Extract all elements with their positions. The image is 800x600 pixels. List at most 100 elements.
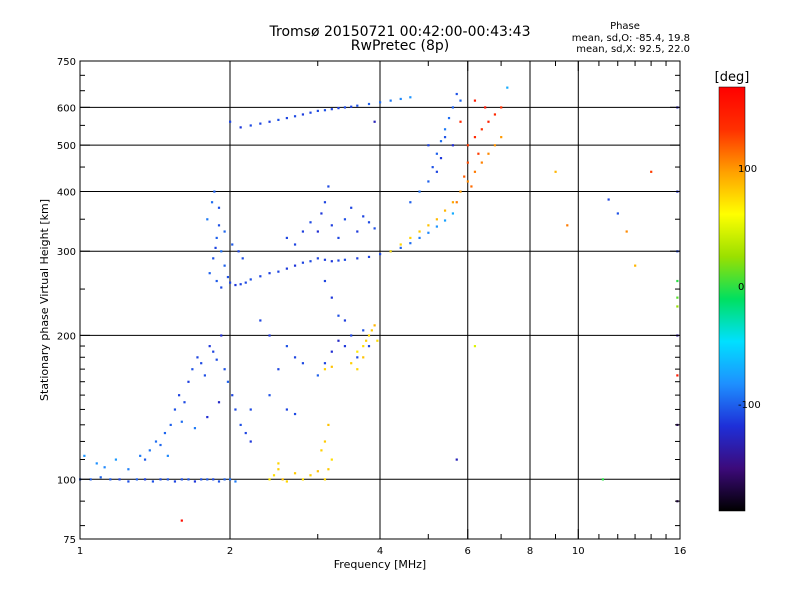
data-point bbox=[343, 319, 347, 322]
data-point bbox=[208, 272, 211, 275]
data-point bbox=[159, 478, 162, 481]
data-point bbox=[183, 401, 186, 404]
data-point bbox=[459, 120, 462, 123]
data-point bbox=[650, 170, 653, 173]
data-point bbox=[409, 242, 412, 245]
data-point bbox=[435, 218, 438, 221]
data-point bbox=[435, 170, 438, 173]
data-point bbox=[249, 408, 252, 411]
data-point bbox=[151, 480, 155, 483]
stats-title: Phase bbox=[610, 21, 640, 32]
data-point bbox=[447, 116, 451, 120]
data-point bbox=[463, 175, 466, 178]
data-point bbox=[330, 350, 333, 353]
data-point bbox=[676, 279, 679, 283]
data-point bbox=[249, 440, 252, 443]
data-point bbox=[114, 458, 118, 461]
grid-lines bbox=[80, 61, 680, 539]
data-point bbox=[323, 362, 327, 365]
data-point bbox=[309, 474, 312, 477]
data-point bbox=[187, 478, 190, 481]
data-point bbox=[215, 236, 218, 240]
data-point bbox=[451, 212, 455, 215]
data-point bbox=[493, 144, 497, 147]
data-point bbox=[409, 96, 412, 99]
data-point bbox=[215, 279, 218, 283]
data-point bbox=[373, 227, 376, 230]
data-point bbox=[373, 120, 376, 123]
data-point bbox=[268, 334, 271, 337]
data-point bbox=[223, 368, 226, 371]
data-point bbox=[473, 170, 477, 173]
data-point bbox=[616, 212, 619, 215]
data-point bbox=[191, 368, 194, 371]
data-point bbox=[177, 394, 181, 397]
data-point bbox=[330, 224, 333, 227]
data-point bbox=[249, 124, 252, 127]
data-point bbox=[350, 105, 353, 108]
data-point bbox=[451, 201, 455, 204]
data-point bbox=[362, 345, 365, 348]
data-point bbox=[443, 209, 447, 212]
data-point bbox=[409, 236, 412, 240]
data-point bbox=[370, 329, 373, 332]
data-point bbox=[399, 246, 402, 249]
colorbar-tick-label: 0 bbox=[738, 282, 744, 293]
data-point bbox=[356, 230, 359, 233]
x-tick-label: 2 bbox=[227, 546, 233, 557]
data-point bbox=[223, 230, 226, 233]
data-point bbox=[95, 462, 98, 465]
data-point bbox=[389, 99, 392, 102]
data-point bbox=[277, 270, 280, 273]
data-point bbox=[399, 243, 402, 246]
data-point bbox=[241, 257, 244, 260]
data-point bbox=[367, 255, 371, 259]
data-point bbox=[455, 92, 458, 96]
data-point bbox=[451, 106, 455, 109]
data-point bbox=[166, 454, 169, 457]
data-point bbox=[166, 478, 169, 481]
data-point bbox=[196, 356, 199, 359]
y-tick-label: 300 bbox=[57, 247, 76, 258]
data-point bbox=[316, 109, 319, 113]
data-point bbox=[212, 350, 215, 353]
data-point bbox=[249, 278, 252, 281]
data-point bbox=[625, 230, 628, 233]
data-point bbox=[206, 478, 209, 481]
data-point bbox=[443, 136, 447, 139]
data-point bbox=[373, 324, 376, 327]
data-point bbox=[350, 206, 353, 209]
data-point bbox=[277, 118, 280, 122]
data-point bbox=[316, 230, 319, 233]
data-point bbox=[330, 260, 333, 263]
data-point bbox=[455, 458, 458, 461]
data-point bbox=[427, 231, 430, 234]
data-point bbox=[480, 128, 483, 131]
data-point bbox=[330, 108, 333, 111]
data-point bbox=[244, 431, 247, 435]
data-point bbox=[212, 478, 215, 481]
data-point bbox=[566, 224, 569, 227]
data-point bbox=[309, 221, 312, 224]
data-point bbox=[139, 454, 142, 457]
data-point bbox=[323, 368, 327, 371]
data-point bbox=[293, 472, 297, 475]
data-point bbox=[214, 246, 217, 249]
data-point bbox=[451, 144, 455, 147]
data-point bbox=[316, 374, 319, 377]
data-point bbox=[173, 480, 177, 483]
data-point bbox=[109, 478, 112, 481]
data-point bbox=[239, 283, 242, 286]
data-point bbox=[676, 305, 679, 308]
data-point bbox=[285, 267, 288, 270]
data-point bbox=[418, 236, 421, 240]
data-point bbox=[220, 334, 223, 337]
data-point bbox=[459, 190, 462, 193]
data-point bbox=[173, 408, 177, 411]
data-point bbox=[277, 468, 280, 471]
data-point bbox=[285, 236, 288, 240]
data-point bbox=[480, 161, 483, 164]
data-point bbox=[234, 480, 237, 483]
data-point bbox=[229, 120, 232, 123]
data-point bbox=[206, 218, 209, 221]
